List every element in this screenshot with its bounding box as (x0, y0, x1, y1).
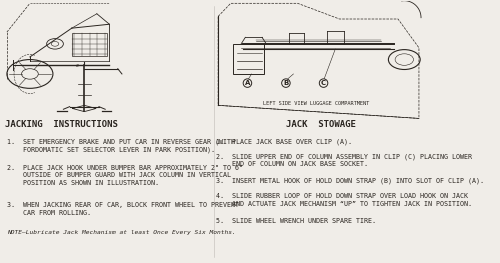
Text: B: B (284, 80, 288, 86)
Text: C: C (321, 80, 326, 86)
Text: NOTE—Lubricate Jack Mechanism at least Once Every Six Months.: NOTE—Lubricate Jack Mechanism at least O… (7, 230, 235, 235)
Text: JACK  STOWAGE: JACK STOWAGE (286, 120, 356, 129)
Text: 2.  PLACE JACK HOOK UNDER BUMPER BAR APPROXIMATELY 2" TO 6"
    OUTSIDE OF BUMPE: 2. PLACE JACK HOOK UNDER BUMPER BAR APPR… (7, 165, 243, 186)
Text: 2.  SLIDE UPPER END OF COLUMN ASSEMBLY IN CLIP (C) PLACING LOWER
    END OF COLU: 2. SLIDE UPPER END OF COLUMN ASSEMBLY IN… (216, 153, 472, 168)
Text: JACKING  INSTRUCTIONS: JACKING INSTRUCTIONS (5, 120, 117, 129)
Text: 3.  INSERT METAL HOOK OF HOLD DOWN STRAP (B) INTO SLOT OF CLIP (A).: 3. INSERT METAL HOOK OF HOLD DOWN STRAP … (216, 178, 484, 184)
Bar (233, 44, 264, 74)
Text: 4.  SLIDE RUBBER LOOP OF HOLD DOWN STRAP OVER LOAD HOOK ON JACK
    AND ACTUATE : 4. SLIDE RUBBER LOOP OF HOLD DOWN STRAP … (216, 193, 472, 207)
Text: c: c (76, 63, 79, 68)
Text: 1.  PLACE JACK BASE OVER CLIP (A).: 1. PLACE JACK BASE OVER CLIP (A). (216, 138, 352, 145)
Text: LEFT SIDE VIEW LUGGAGE COMPARTMENT: LEFT SIDE VIEW LUGGAGE COMPARTMENT (264, 102, 370, 107)
Bar (72, 33, 108, 56)
Text: 3.  WHEN JACKING REAR OF CAR, BLOCK FRONT WHEEL TO PREVENT
    CAR FROM ROLLING.: 3. WHEN JACKING REAR OF CAR, BLOCK FRONT… (7, 202, 239, 216)
Text: A: A (244, 80, 250, 86)
Text: 5.  SLIDE WHEEL WRENCH UNDER SPARE TIRE.: 5. SLIDE WHEEL WRENCH UNDER SPARE TIRE. (216, 218, 376, 224)
Text: 1.  SET EMERGENCY BRAKE AND PUT CAR IN REVERSE GEAR (WITH
    FORDOMATIC SET SEL: 1. SET EMERGENCY BRAKE AND PUT CAR IN RE… (7, 138, 235, 153)
